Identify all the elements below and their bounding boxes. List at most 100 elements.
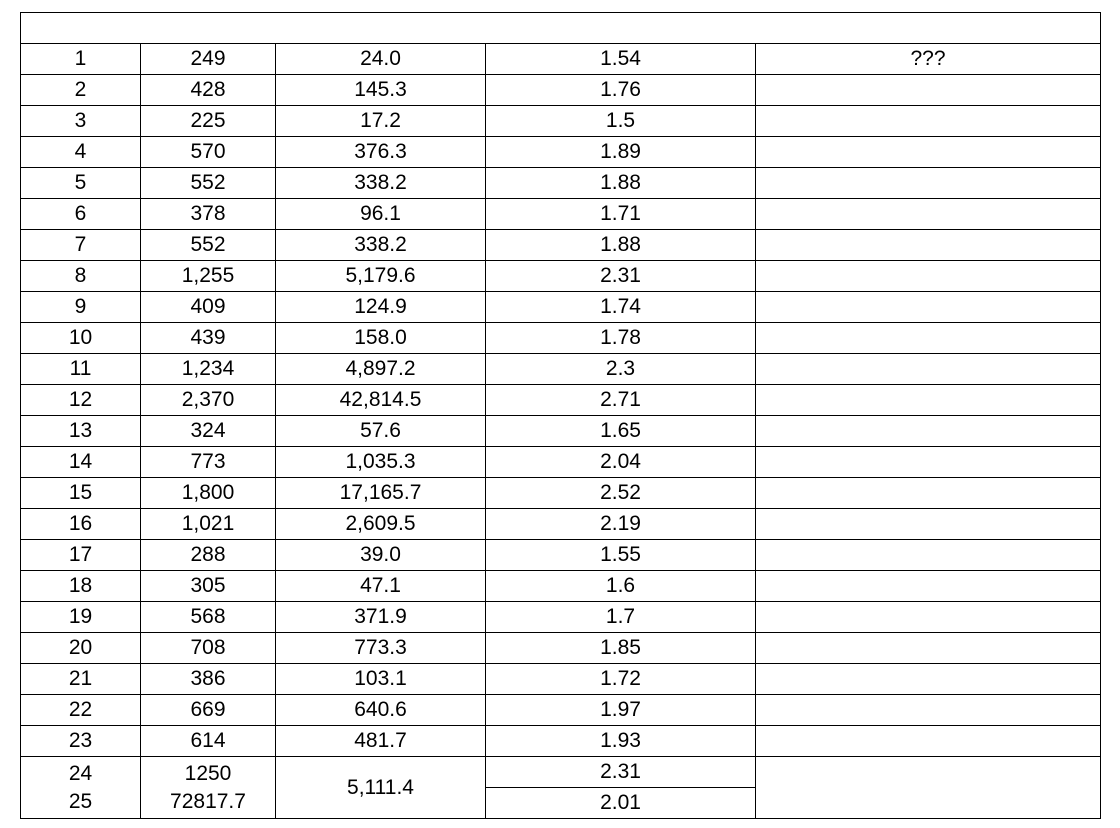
cell-index: 22: [21, 695, 141, 726]
cell-col2: 552: [141, 168, 276, 199]
table-row: 2412505,111.42.31: [21, 757, 1101, 788]
cell-col5: [756, 261, 1101, 292]
cell-index: 16: [21, 509, 141, 540]
cell-col4: 1.6: [486, 571, 756, 602]
cell-col5: [756, 478, 1101, 509]
cell-index: 12: [21, 385, 141, 416]
cell-col2: 570: [141, 137, 276, 168]
cell-col4: 2.31: [486, 261, 756, 292]
cell-col2: 1,234: [141, 354, 276, 385]
cell-col2: 378: [141, 199, 276, 230]
cell-index: 4: [21, 137, 141, 168]
cell-col3: 481.7: [276, 726, 486, 757]
cell-col5: [756, 726, 1101, 757]
table-row: 151,80017,165.72.52: [21, 478, 1101, 509]
cell-index: 11: [21, 354, 141, 385]
data-table: 124924.01.54???2428145.31.76322517.21.54…: [20, 12, 1101, 819]
cell-index: 3: [21, 106, 141, 137]
cell-index: 18: [21, 571, 141, 602]
cell-index: 24: [21, 757, 141, 788]
cell-col4: 1.78: [486, 323, 756, 354]
table-row: 81,2555,179.62.31: [21, 261, 1101, 292]
cell-col3: 103.1: [276, 664, 486, 695]
cell-col5: [756, 323, 1101, 354]
table-row: 20708773.31.85: [21, 633, 1101, 664]
cell-col5: [756, 602, 1101, 633]
cell-col2: 249: [141, 44, 276, 75]
cell-col4: 2.52: [486, 478, 756, 509]
cell-col4: 2.3: [486, 354, 756, 385]
cell-col5: [756, 695, 1101, 726]
cell-col5: [756, 168, 1101, 199]
cell-col3: 1,035.3: [276, 447, 486, 478]
cell-index: 19: [21, 602, 141, 633]
table-row: 322517.21.5: [21, 106, 1101, 137]
top-bar-cell: [21, 13, 1101, 44]
cell-col4: 1.55: [486, 540, 756, 571]
table-row: 637896.11.71: [21, 199, 1101, 230]
cell-col4: 2.04: [486, 447, 756, 478]
cell-col4: 2.31: [486, 757, 756, 788]
cell-index: 6: [21, 199, 141, 230]
cell-col5: [756, 540, 1101, 571]
table-row: 7552338.21.88: [21, 230, 1101, 261]
cell-col2: 614: [141, 726, 276, 757]
cell-index: 5: [21, 168, 141, 199]
cell-index: 15: [21, 478, 141, 509]
cell-col5: [756, 385, 1101, 416]
cell-col5: [756, 664, 1101, 695]
cell-col5: [756, 571, 1101, 602]
cell-index: 23: [21, 726, 141, 757]
cell-col3: 47.1: [276, 571, 486, 602]
table-row: 2428145.31.76: [21, 75, 1101, 106]
table-row: 161,0212,609.52.19: [21, 509, 1101, 540]
cell-col5: [756, 757, 1101, 819]
cell-col4: 1.88: [486, 230, 756, 261]
cell-col4: 1.72: [486, 664, 756, 695]
cell-col3: 42,814.5: [276, 385, 486, 416]
cell-col3: 4,897.2: [276, 354, 486, 385]
cell-col5: [756, 137, 1101, 168]
page: 124924.01.54???2428145.31.76322517.21.54…: [0, 0, 1120, 828]
cell-col2: 324: [141, 416, 276, 447]
cell-col5: [756, 199, 1101, 230]
cell-col2: 708: [141, 633, 276, 664]
table-row: 22669640.61.97: [21, 695, 1101, 726]
table-row: 4570376.31.89: [21, 137, 1101, 168]
cell-col3: 640.6: [276, 695, 486, 726]
cell-col4: 2.19: [486, 509, 756, 540]
cell-col3: 371.9: [276, 602, 486, 633]
table-row: 5552338.21.88: [21, 168, 1101, 199]
cell-col4: 1.76: [486, 75, 756, 106]
cell-col3: 96.1: [276, 199, 486, 230]
cell-col2: 2,370: [141, 385, 276, 416]
cell-col5: [756, 354, 1101, 385]
cell-index: 2: [21, 75, 141, 106]
cell-index: 9: [21, 292, 141, 323]
cell-col3: 5,179.6: [276, 261, 486, 292]
table-row: 122,37042,814.52.71: [21, 385, 1101, 416]
cell-col3: 376.3: [276, 137, 486, 168]
cell-col4: 1.65: [486, 416, 756, 447]
cell-col3: 145.3: [276, 75, 486, 106]
cell-col2: 1250: [141, 757, 276, 788]
table-row: 10439158.01.78: [21, 323, 1101, 354]
cell-col4: 1.74: [486, 292, 756, 323]
table-row: 9409124.91.74: [21, 292, 1101, 323]
table-row: 124924.01.54???: [21, 44, 1101, 75]
cell-col4: 1.71: [486, 199, 756, 230]
cell-col3: 158.0: [276, 323, 486, 354]
cell-col4: 1.89: [486, 137, 756, 168]
cell-index: 20: [21, 633, 141, 664]
cell-col3: 57.6: [276, 416, 486, 447]
cell-index: 10: [21, 323, 141, 354]
cell-col3: 124.9: [276, 292, 486, 323]
cell-index: 13: [21, 416, 141, 447]
cell-col3: 5,111.4: [276, 757, 486, 819]
cell-col2: 669: [141, 695, 276, 726]
cell-col5: [756, 633, 1101, 664]
cell-index: 17: [21, 540, 141, 571]
cell-col3: 39.0: [276, 540, 486, 571]
cell-col2: 386: [141, 664, 276, 695]
table-row: 1830547.11.6: [21, 571, 1101, 602]
